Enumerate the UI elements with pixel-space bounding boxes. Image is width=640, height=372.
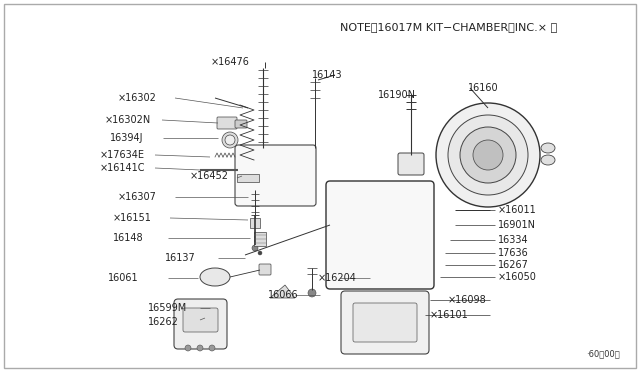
Text: 17636: 17636 bbox=[498, 248, 529, 258]
Text: ×16302N: ×16302N bbox=[105, 115, 151, 125]
Text: ×16141C: ×16141C bbox=[100, 163, 145, 173]
Text: 16262: 16262 bbox=[148, 317, 179, 327]
Text: ×17634E: ×17634E bbox=[100, 150, 145, 160]
FancyBboxPatch shape bbox=[353, 303, 417, 342]
FancyBboxPatch shape bbox=[235, 120, 247, 128]
FancyBboxPatch shape bbox=[217, 117, 237, 129]
FancyBboxPatch shape bbox=[254, 232, 266, 246]
Text: 16394J: 16394J bbox=[110, 133, 143, 143]
FancyBboxPatch shape bbox=[237, 174, 259, 182]
Circle shape bbox=[308, 289, 316, 297]
Circle shape bbox=[258, 251, 262, 255]
Text: 16137: 16137 bbox=[165, 253, 196, 263]
Text: ×16452: ×16452 bbox=[190, 171, 229, 181]
Circle shape bbox=[460, 127, 516, 183]
FancyBboxPatch shape bbox=[326, 181, 434, 289]
FancyBboxPatch shape bbox=[259, 264, 271, 275]
FancyBboxPatch shape bbox=[235, 145, 316, 206]
Circle shape bbox=[197, 345, 203, 351]
Circle shape bbox=[209, 345, 215, 351]
Text: 16143: 16143 bbox=[312, 70, 342, 80]
Text: ×16098: ×16098 bbox=[448, 295, 487, 305]
Text: ×16050: ×16050 bbox=[498, 272, 537, 282]
Ellipse shape bbox=[541, 143, 555, 153]
Text: 16334: 16334 bbox=[498, 235, 529, 245]
Text: 16061: 16061 bbox=[108, 273, 139, 283]
Ellipse shape bbox=[200, 268, 230, 286]
Text: 16267: 16267 bbox=[498, 260, 529, 270]
Text: 16148: 16148 bbox=[113, 233, 143, 243]
Circle shape bbox=[185, 345, 191, 351]
FancyBboxPatch shape bbox=[174, 299, 227, 349]
Text: 16160: 16160 bbox=[468, 83, 499, 93]
Text: ×16101: ×16101 bbox=[430, 310, 468, 320]
Circle shape bbox=[473, 140, 503, 170]
FancyBboxPatch shape bbox=[250, 218, 260, 228]
Ellipse shape bbox=[541, 155, 555, 165]
Circle shape bbox=[448, 115, 528, 195]
FancyBboxPatch shape bbox=[398, 153, 424, 175]
Text: 16190N: 16190N bbox=[378, 90, 416, 100]
Text: NOTE；16017M KIT−CHAMBER（INC.× ）: NOTE；16017M KIT−CHAMBER（INC.× ） bbox=[340, 22, 557, 32]
Text: 16066: 16066 bbox=[268, 290, 299, 300]
Text: 16901N: 16901N bbox=[498, 220, 536, 230]
Text: ×16307: ×16307 bbox=[118, 192, 157, 202]
Text: ×16151: ×16151 bbox=[113, 213, 152, 223]
Text: ·60：00－: ·60：00－ bbox=[586, 349, 620, 358]
Circle shape bbox=[252, 245, 258, 251]
FancyBboxPatch shape bbox=[341, 291, 429, 354]
Text: ×16011: ×16011 bbox=[498, 205, 537, 215]
Text: ×16204: ×16204 bbox=[318, 273, 357, 283]
Text: ×16302: ×16302 bbox=[118, 93, 157, 103]
Circle shape bbox=[222, 132, 238, 148]
Text: ×16476: ×16476 bbox=[211, 57, 250, 67]
Circle shape bbox=[225, 135, 235, 145]
Circle shape bbox=[436, 103, 540, 207]
FancyBboxPatch shape bbox=[183, 308, 218, 332]
Text: 16599M: 16599M bbox=[148, 303, 188, 313]
Polygon shape bbox=[270, 285, 295, 298]
